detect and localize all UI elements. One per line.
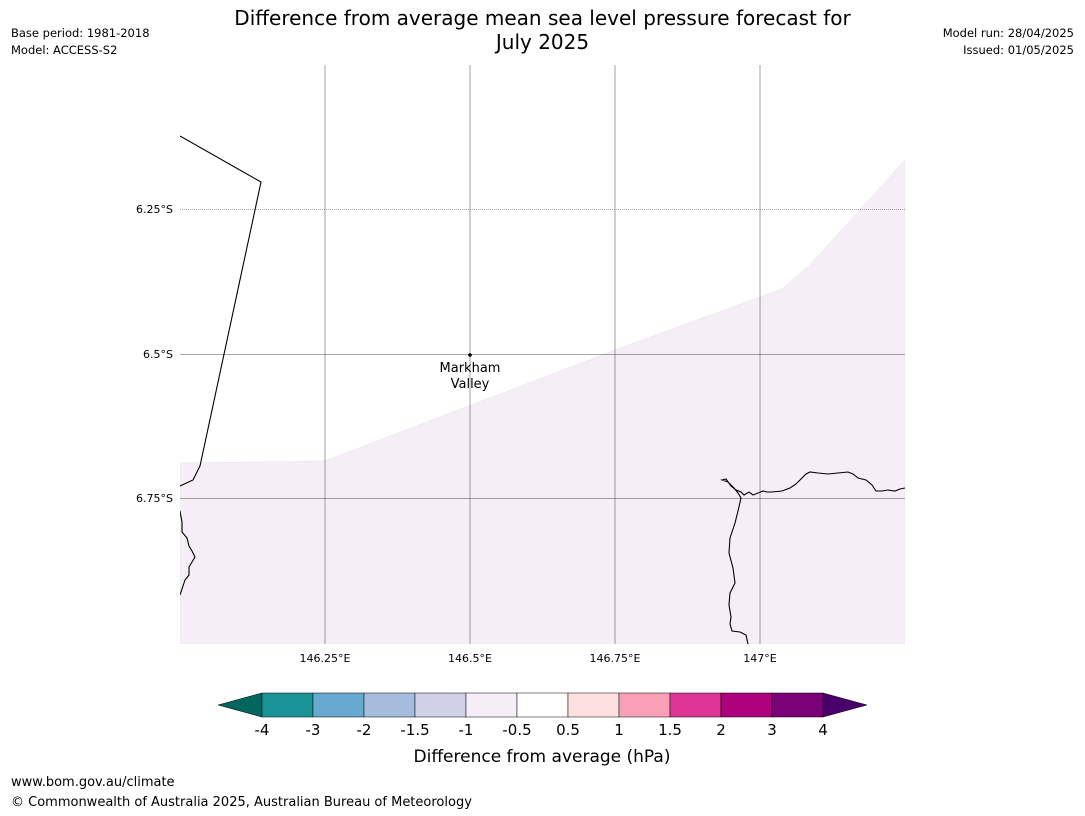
chart-title: Difference from average mean sea level p… (0, 6, 1085, 54)
colorbar-tick-label: 4 (818, 721, 828, 739)
colorbar-segment (618, 692, 671, 718)
lat-label-6-25: 6.25°S (136, 203, 173, 216)
place-name-line1: Markham (440, 361, 501, 376)
colorbar-segment (414, 692, 467, 718)
colorbar: -4 -3 -2 -1.5 -1 -0.5 0.5 1 1.5 2 3 4 Difference fr… (217, 692, 868, 767)
colorbar-segment (312, 692, 365, 718)
lat-label-6-5: 6.5°S (143, 348, 173, 361)
lon-label-146-75: 146.75°E (590, 652, 641, 665)
issued-date: Issued: 01/05/2025 (963, 43, 1074, 57)
colorbar-tick-label: 0.5 (556, 721, 580, 739)
lat-label-6-75: 6.75°S (136, 492, 173, 505)
place-marker (468, 353, 472, 357)
colorbar-segment (516, 692, 569, 718)
colorbar-label: Difference from average (hPa) (414, 747, 671, 767)
model-name: Model: ACCESS-S2 (11, 43, 118, 57)
lon-label-147: 147°E (743, 652, 776, 665)
colorbar-tick-label: 1 (614, 721, 624, 739)
coastline-northwest (180, 135, 262, 487)
meta-right: Model run: 28/04/2025 Issued: 01/05/2025 (943, 25, 1074, 59)
footer-url[interactable]: www.bom.gov.au/climate (11, 775, 175, 790)
base-period: Base period: 1981-2018 (11, 26, 150, 40)
lon-label-146-5: 146.5°E (448, 652, 492, 665)
colorbar-tick-label: -0.5 (502, 721, 531, 739)
colorbar-segment (261, 692, 314, 718)
colorbar-segment (771, 692, 824, 718)
colorbar-tick-label: -1.5 (400, 721, 429, 739)
colorbar-tick-label: -3 (306, 721, 321, 739)
meta-left: Base period: 1981-2018 Model: ACCESS-S2 (11, 25, 150, 59)
anomaly-region (180, 159, 905, 644)
colorbar-tick-label: 1.5 (658, 721, 682, 739)
colorbar-segment (567, 692, 620, 718)
colorbar-tick-label: -4 (255, 721, 270, 739)
model-run: Model run: 28/04/2025 (942, 26, 1074, 40)
colorbar-low-extend (217, 692, 263, 718)
colorbar-tick-label: 3 (767, 721, 777, 739)
coastline-southwest (180, 510, 196, 596)
place-name-line2: Valley (451, 377, 490, 392)
colorbar-ticks: -4 -3 -2 -1.5 -1 -0.5 0.5 1 1.5 2 3 4 (255, 721, 828, 739)
lon-label-146-25: 146.25°E (300, 652, 351, 665)
colorbar-segment (669, 692, 722, 718)
footer-copyright: © Commonwealth of Australia 2025, Austra… (11, 795, 472, 810)
colorbar-segment (363, 692, 416, 718)
coastline-southeast (720, 471, 905, 644)
colorbar-high-extend (822, 692, 868, 718)
colorbar-segments (261, 692, 824, 718)
title-line-2: July 2025 (495, 30, 590, 54)
colorbar-tick-label: -1 (459, 721, 474, 739)
map-content (180, 65, 905, 644)
colorbar-segment (720, 692, 773, 718)
colorbar-tick-label: -2 (357, 721, 372, 739)
title-line-1: Difference from average mean sea level p… (234, 6, 851, 30)
colorbar-tick-label: 2 (716, 721, 726, 739)
colorbar-segment (465, 692, 518, 718)
